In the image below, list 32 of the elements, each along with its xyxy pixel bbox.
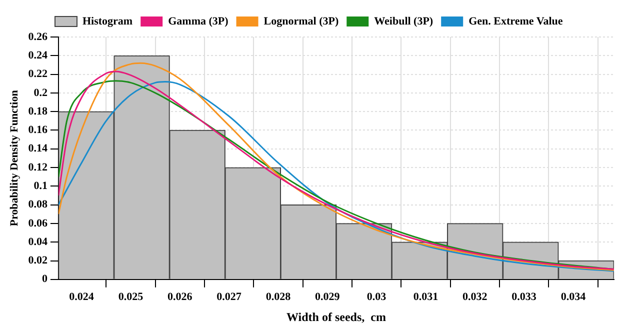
legend-label: Weibull (3P) [374, 15, 434, 28]
y-tick-label: 0.22 [28, 68, 48, 80]
x-tick-label: 0.024 [69, 290, 94, 303]
y-tick-label: 0.16 [28, 124, 48, 136]
x-tick-label: 0.034 [560, 290, 586, 303]
y-tick-label: 0.18 [28, 105, 48, 118]
y-tick-label: 0.08 [28, 198, 48, 211]
y-tick-label: 0.02 [28, 254, 48, 267]
x-tick-label: 0.031 [413, 290, 438, 303]
y-tick-label: 0.24 [28, 49, 48, 62]
x-tick-label: 0.026 [168, 290, 193, 303]
x-axis-title: Width of seeds, cm [286, 310, 386, 324]
y-axis-title: Probability Density Function [8, 90, 20, 226]
x-tick-label: 0.033 [512, 290, 537, 303]
legend-label: Gen. Extreme Value [468, 15, 563, 28]
legend-label: Histogram [82, 15, 133, 28]
y-tick-label: 0.06 [28, 217, 48, 230]
y-tick-label: 0.26 [28, 30, 48, 43]
x-tick-label: 0.025 [118, 290, 144, 303]
y-tick-label: 0.14 [28, 142, 48, 155]
x-tick-label: 0.029 [315, 290, 340, 303]
legend-label: Lognormal (3P) [264, 15, 339, 28]
y-tick-label: 0.2 [34, 86, 48, 99]
legend-label: Gamma (3P) [168, 15, 229, 28]
x-tick-label: 0.03 [366, 290, 387, 303]
x-tick-label: 0.027 [216, 290, 242, 303]
y-tick-label: 0.04 [28, 236, 48, 248]
y-tick-label: 0.12 [28, 161, 48, 174]
y-tick-label: 0.1 [34, 180, 48, 192]
y-tick-label: 0 [42, 273, 48, 286]
x-tick-label: 0.032 [462, 290, 488, 303]
x-tick-label: 0.028 [266, 290, 292, 303]
